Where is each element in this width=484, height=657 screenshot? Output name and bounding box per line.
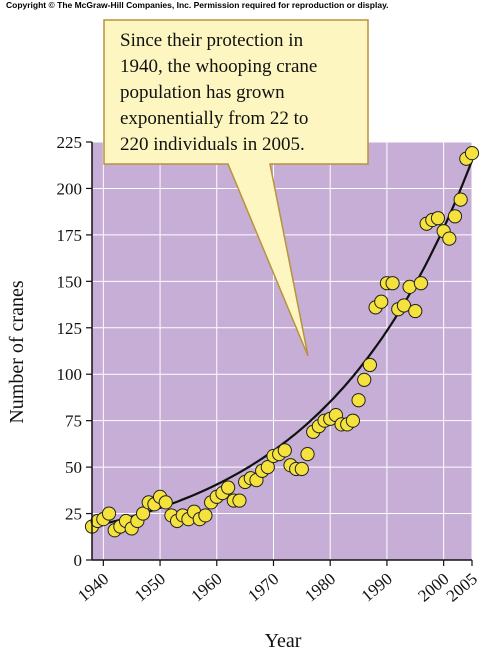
data-point	[232, 493, 247, 508]
data-point	[362, 357, 378, 373]
x-tick-label: 1940	[74, 569, 112, 605]
data-point	[198, 508, 213, 523]
y-tick-label: 100	[57, 365, 83, 384]
callout-box: Since their protection in 1940, the whoo…	[103, 19, 369, 357]
y-tick-label: 225	[57, 133, 83, 152]
data-point	[277, 443, 292, 458]
data-point	[374, 294, 389, 309]
plot-area	[92, 142, 472, 560]
data-point	[101, 506, 117, 521]
data-point	[158, 495, 173, 510]
data-point	[385, 276, 400, 291]
x-tick-label: 1960	[188, 569, 226, 605]
y-tick-label: 0	[74, 551, 83, 570]
data-point	[464, 146, 480, 161]
y-tick-labels: 0 25 50 75 100 125 150 175 200 225	[57, 133, 83, 570]
callout-line: Since their protection in	[120, 30, 304, 51]
x-tick-label: 1970	[244, 569, 282, 605]
data-point	[300, 447, 315, 462]
callout-line: exponentially from 22 to	[120, 108, 308, 129]
y-axis-label: Number of cranes	[6, 280, 28, 423]
data-point	[357, 372, 372, 387]
data-point	[408, 303, 423, 319]
copyright-notice: Copyright © The McGraw-Hill Companies, I…	[6, 0, 389, 10]
x-tick-label: 2005	[443, 569, 481, 605]
y-tick-label: 50	[65, 458, 82, 477]
data-point	[345, 413, 360, 428]
data-points	[84, 146, 480, 538]
x-axis-label: Year	[265, 630, 302, 652]
callout-line: 220 individuals in 2005.	[120, 134, 305, 155]
y-tick-label: 200	[57, 179, 83, 198]
callout-speech-bubble	[103, 19, 369, 357]
data-point	[442, 231, 457, 246]
x-tick-label: 1950	[131, 569, 169, 605]
y-tick-label: 25	[65, 505, 82, 524]
data-point	[430, 211, 446, 226]
data-point	[351, 393, 366, 408]
data-point	[221, 480, 236, 495]
y-tick-label: 75	[65, 412, 82, 431]
x-tick-label: 1980	[301, 569, 339, 605]
data-point	[453, 192, 468, 207]
data-point	[260, 460, 275, 475]
axes	[86, 141, 473, 566]
x-tick-label: 1990	[358, 569, 396, 605]
data-point	[294, 461, 309, 477]
y-tick-label: 175	[57, 226, 83, 245]
y-tick-label: 150	[57, 272, 83, 291]
data-point	[447, 209, 463, 224]
data-point	[413, 276, 429, 291]
callout-line: 1940, the whooping crane	[120, 56, 317, 77]
data-point	[135, 506, 151, 521]
data-point	[396, 298, 412, 313]
callout-line: population has grown	[120, 82, 285, 103]
y-tick-label: 125	[57, 319, 83, 338]
